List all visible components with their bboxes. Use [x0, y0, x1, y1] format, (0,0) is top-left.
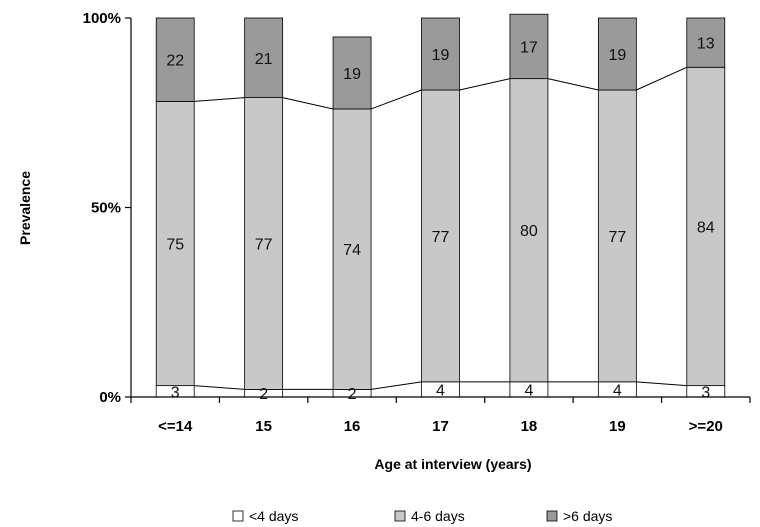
data-label-0-6: 3	[701, 384, 710, 401]
legend-label-0: <4 days	[249, 508, 298, 524]
legend-swatch-1	[394, 510, 406, 522]
data-label-2-4: 17	[520, 39, 538, 56]
data-label-2-6: 13	[697, 36, 715, 53]
series-line-1-2	[370, 89, 422, 110]
series-line-1-1	[282, 97, 334, 110]
bar-segment-2-6	[686, 17, 726, 68]
y-tick-label-2: 100%	[83, 10, 121, 27]
x-tick-label-4: 18	[521, 418, 538, 435]
bar-segment-2-5	[597, 17, 637, 91]
data-label-1-3: 77	[432, 229, 450, 246]
data-label-0-5: 4	[613, 382, 622, 399]
bar-segment-2-1	[244, 17, 284, 98]
bar-segment-2-0	[155, 17, 195, 102]
x-axis-title: Age at interview (years)	[374, 456, 531, 472]
x-tick-label-5: 19	[609, 418, 626, 435]
series-line-1-3	[459, 78, 511, 91]
data-label-1-5: 77	[608, 229, 626, 246]
bar-segment-2-3	[421, 17, 460, 91]
data-label-2-2: 19	[343, 66, 361, 83]
x-ticks: <=14 15 16 17 18 19 >=20	[130, 397, 751, 435]
data-label-0-4: 4	[524, 382, 533, 399]
x-tick-label-2: 16	[344, 418, 361, 435]
data-label-1-2: 74	[343, 242, 361, 259]
bar-segment-1-1	[244, 97, 284, 390]
x-tick-label-3: 17	[432, 418, 449, 435]
legend-label-2: >6 days	[563, 508, 612, 524]
y-tick-label-0: 0%	[99, 389, 121, 406]
series-line-0-5	[636, 381, 687, 387]
data-label-1-6: 84	[697, 219, 715, 236]
bar-segment-2-4	[509, 13, 549, 80]
data-label-2-0: 22	[166, 53, 184, 70]
bars	[155, 13, 726, 398]
series-line-1-5	[636, 66, 687, 91]
series-line-1-0	[194, 97, 245, 102]
data-label-0-2: 2	[348, 386, 357, 403]
bar-segment-1-4	[509, 78, 549, 383]
data-label-2-1: 21	[255, 51, 273, 68]
series-line-0-2	[370, 381, 422, 390]
legend-label-1: 4-6 days	[411, 508, 465, 524]
data-label-1-4: 80	[520, 223, 538, 240]
bar-segment-1-6	[686, 66, 726, 387]
y-tick-label-1: 50%	[91, 200, 121, 217]
data-label-2-5: 19	[608, 47, 626, 64]
data-label-2-3: 19	[432, 47, 450, 64]
legend: <4 days 4-6 days >6 days	[232, 508, 612, 524]
bar-segment-1-5	[597, 89, 637, 383]
bar-segment-1-0	[155, 100, 195, 387]
data-label-1-0: 75	[166, 237, 184, 254]
bar-segment-2-2	[332, 36, 372, 110]
y-axis-title: Prevalence	[17, 171, 33, 245]
x-tick-label-6: >=20	[689, 418, 723, 435]
series-line-0-0	[194, 385, 245, 390]
x-tick-label-0: <=14	[158, 418, 193, 435]
data-label-0-0: 3	[171, 384, 180, 401]
legend-swatch-0	[232, 510, 244, 522]
data-label-1-1: 77	[255, 237, 273, 254]
y-ticks: 0% 50% 100%	[83, 10, 131, 406]
series-line-1-4	[547, 78, 599, 91]
x-tick-label-1: 15	[255, 418, 272, 435]
data-label-0-3: 4	[436, 382, 445, 399]
series-lines	[194, 66, 687, 390]
legend-swatch-2	[546, 510, 558, 522]
data-label-0-1: 2	[259, 386, 268, 403]
